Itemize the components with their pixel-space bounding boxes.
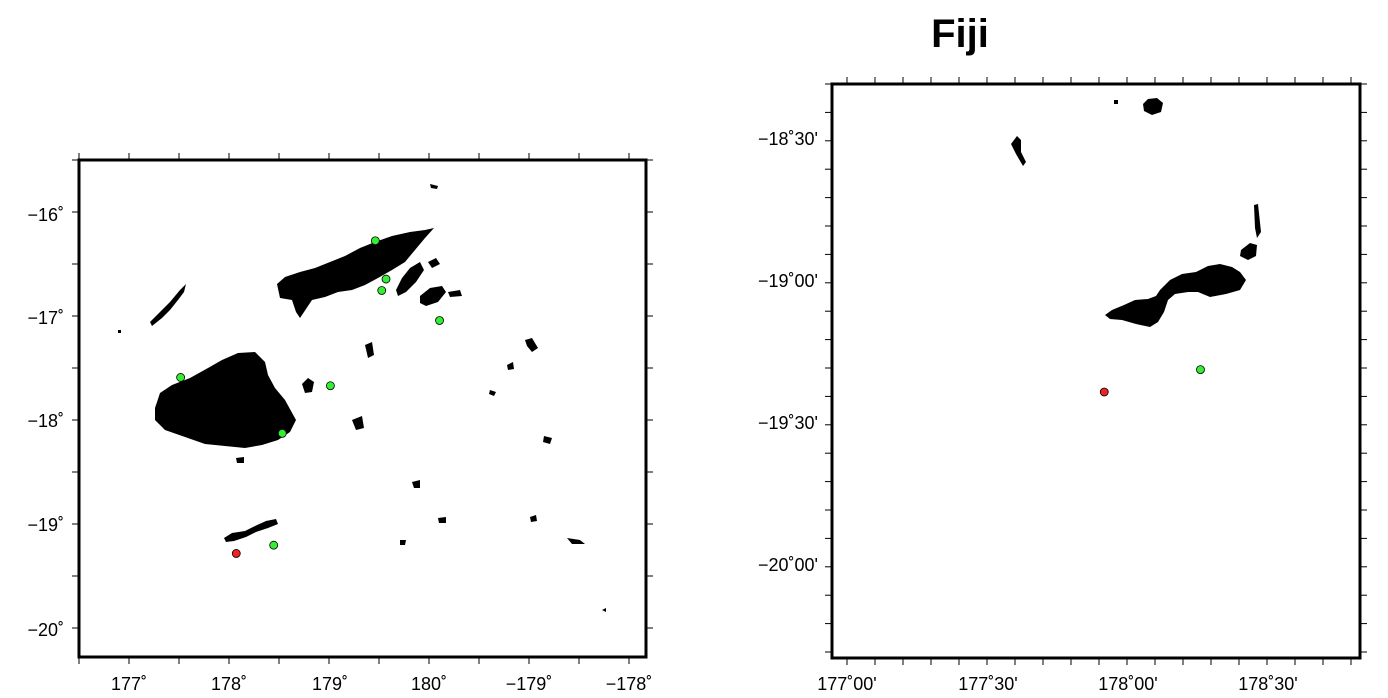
right-lon-labels: 177˚00' 177˚30' 178˚00' 178˚30' xyxy=(817,674,1297,694)
left-lat-label: −18˚ xyxy=(27,411,64,431)
left-lat-label: −19˚ xyxy=(27,515,64,535)
left-lon-label: 179˚ xyxy=(312,674,348,694)
station-marker[interactable] xyxy=(326,381,335,391)
station-marker[interactable] xyxy=(277,428,287,438)
island-small-se xyxy=(602,608,606,612)
station-marker[interactable] xyxy=(381,274,391,284)
station-marker[interactable] xyxy=(269,540,279,550)
event-marker[interactable] xyxy=(1099,387,1109,397)
station-marker[interactable] xyxy=(176,373,186,382)
right-map-panel: 177˚00' 177˚30' 178˚00' 178˚30' −18˚30' … xyxy=(758,77,1367,694)
event-marker[interactable] xyxy=(231,549,241,558)
station-marker[interactable] xyxy=(377,286,387,295)
island-lau-6 xyxy=(525,338,538,352)
station-marker[interactable] xyxy=(1196,365,1205,375)
left-lat-label: −20˚ xyxy=(27,620,64,640)
left-lat-label: −16˚ xyxy=(27,205,64,225)
station-marker[interactable] xyxy=(370,236,380,246)
island-lau-5 xyxy=(507,362,514,370)
left-map-land xyxy=(118,184,606,612)
left-lat-labels: −16˚ −17˚ −18˚ −19˚ −20˚ xyxy=(27,205,64,640)
island-ono-reef xyxy=(1254,204,1261,238)
right-map-markers xyxy=(1099,365,1205,397)
island-vanua-levu xyxy=(277,228,434,318)
island-vatulele xyxy=(1011,136,1026,166)
left-lon-label: 177˚ xyxy=(111,674,147,694)
island-lau-12 xyxy=(400,540,406,545)
left-lon-label: −179˚ xyxy=(506,674,553,694)
island-lau-13 xyxy=(236,457,244,463)
island-qamea xyxy=(428,258,440,268)
right-lat-labels: −18˚30' −19˚00' −19˚30' −20˚00' xyxy=(758,129,818,575)
right-lon-label: 178˚30' xyxy=(1238,674,1297,694)
map-title: Fiji xyxy=(931,12,989,56)
island-lau-7 xyxy=(543,436,552,444)
island-lau-8 xyxy=(412,480,420,488)
right-lat-label: −18˚30' xyxy=(758,129,818,149)
island-beqa xyxy=(1143,98,1163,115)
right-map-ticks xyxy=(825,77,1367,665)
right-lat-label: −20˚00' xyxy=(758,555,818,575)
island-lau-9 xyxy=(438,517,446,523)
left-map-ticks xyxy=(72,153,653,664)
left-lat-label: −17˚ xyxy=(27,308,64,328)
right-map-land xyxy=(1011,98,1261,327)
island-lau-3 xyxy=(352,416,364,430)
right-lat-label: −19˚30' xyxy=(758,413,818,433)
island-kadavu-detail xyxy=(1105,264,1246,327)
left-lon-label: 180˚ xyxy=(411,674,447,694)
island-lau-1 xyxy=(420,286,446,306)
island-viti-levu xyxy=(155,352,296,448)
island-lau-2 xyxy=(448,290,462,297)
island-kadavu xyxy=(224,519,278,542)
right-lon-label: 178˚00' xyxy=(1098,674,1157,694)
right-map-frame xyxy=(830,82,1362,660)
island-small-n xyxy=(430,184,438,189)
island-ono xyxy=(1240,243,1257,260)
left-lon-labels: 177˚ 178˚ 179˚ 180˚ −179˚ −178˚ xyxy=(111,674,652,694)
left-lon-label: 178˚ xyxy=(211,674,247,694)
station-marker[interactable] xyxy=(435,316,444,325)
island-ovalau xyxy=(302,378,314,393)
island-taveuni xyxy=(396,262,424,296)
island-koro xyxy=(365,342,374,358)
island-lau-10 xyxy=(530,515,537,522)
right-lon-label: 177˚30' xyxy=(958,674,1017,694)
left-map-markers xyxy=(176,236,444,558)
island-yasawa xyxy=(150,284,186,326)
island-tiny-1 xyxy=(1114,100,1118,104)
island-lau-4 xyxy=(489,390,496,396)
left-lon-label: −178˚ xyxy=(606,674,653,694)
island-lau-11 xyxy=(567,538,585,544)
right-lon-label: 177˚00' xyxy=(817,674,876,694)
island-small-w xyxy=(118,330,121,333)
left-map-panel: 177˚ 178˚ 179˚ 180˚ −179˚ −178˚ −16˚ −17… xyxy=(27,153,653,694)
right-lat-label: −19˚00' xyxy=(758,271,818,291)
